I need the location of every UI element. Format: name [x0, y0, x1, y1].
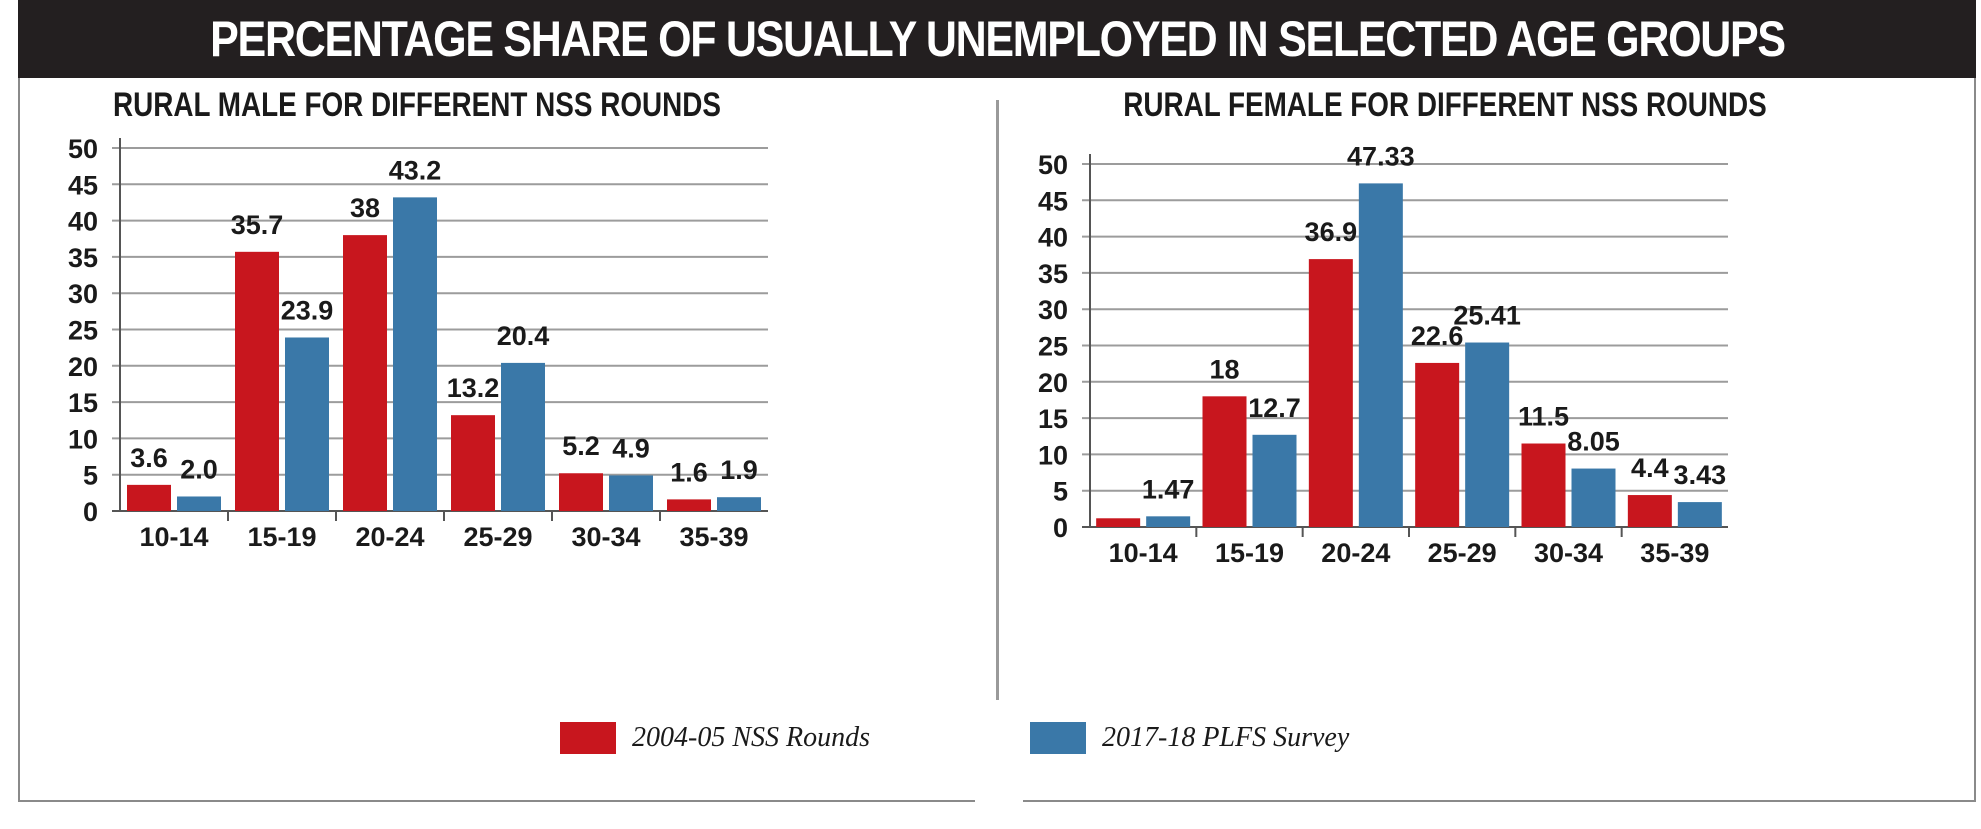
- bar-2017-15-19: [285, 337, 329, 511]
- y-tick-label: 50: [68, 134, 98, 164]
- data-label: 12.7: [1248, 393, 1301, 423]
- y-tick-label: 20: [1038, 368, 1068, 398]
- chart-title: RURAL MALE FOR DIFFERENT NSS ROUNDS: [113, 85, 721, 123]
- data-label: 11.5: [1518, 402, 1569, 432]
- y-tick-label: 30: [1038, 295, 1068, 325]
- bar-2004-30-34: [559, 473, 603, 511]
- data-label: 20.4: [497, 321, 550, 351]
- x-tick-label: 15-19: [247, 522, 316, 552]
- x-tick-label: 30-34: [571, 522, 640, 552]
- bar-2004-20-24: [343, 235, 387, 511]
- bar-2004-10-14: [1096, 518, 1141, 527]
- bar-2017-10-14: [177, 496, 221, 511]
- bar-2017-35-39: [1677, 502, 1722, 527]
- chart-rural-female: RURAL FEMALE FOR DIFFERENT NSS ROUNDS 0 5 1…: [1005, 78, 1970, 718]
- data-label: 25.41: [1453, 301, 1521, 331]
- bar-2017-20-24: [1358, 183, 1403, 527]
- bar-2004-15-19: [235, 251, 279, 511]
- y-tick-label: 35: [1038, 259, 1068, 289]
- data-label: 1.6: [670, 457, 708, 487]
- x-tick-label: 20-24: [1321, 538, 1390, 568]
- y-tick-label: 25: [68, 316, 98, 346]
- frame-notch: [975, 797, 1023, 807]
- chart-rural-male: RURAL MALE FOR DIFFERENT NSS ROUNDS 0 5 10 1…: [30, 78, 990, 718]
- chart-rural-male-svg: RURAL MALE FOR DIFFERENT NSS ROUNDS 0 5 10 1…: [68, 85, 768, 552]
- data-label: 3.43: [1674, 460, 1727, 490]
- x-tick-label: 30-34: [1534, 538, 1603, 568]
- bar-2017-10-14: [1146, 516, 1191, 527]
- legend-label-2004: 2004-05 NSS Rounds: [632, 722, 870, 753]
- x-tick-label: 15-19: [1215, 538, 1284, 568]
- y-tick-label: 15: [68, 388, 98, 418]
- x-tick-label: 10-14: [139, 522, 208, 552]
- data-label: 4.4: [1631, 453, 1669, 483]
- y-tick-label: 35: [68, 243, 98, 273]
- data-label: 4.9: [612, 433, 650, 463]
- data-label: 1.47: [1142, 474, 1195, 504]
- bar-2017-35-39: [717, 497, 761, 511]
- x-tick-label: 10-14: [1109, 538, 1178, 568]
- data-label: 22.6: [1411, 321, 1464, 351]
- y-tick-label: 45: [68, 170, 98, 200]
- data-label: 43.2: [389, 155, 442, 185]
- x-tick-label: 25-29: [463, 522, 532, 552]
- data-label: 1.9: [720, 455, 758, 485]
- bar-2004-35-39: [1627, 495, 1672, 527]
- bar-2017-15-19: [1252, 434, 1297, 527]
- data-label: 5.2: [562, 431, 600, 461]
- bar-2017-30-34: [1571, 468, 1616, 527]
- y-tick-label: 40: [68, 207, 98, 237]
- data-label: 47.33: [1347, 141, 1415, 171]
- data-label: 23.9: [281, 295, 334, 325]
- legend-label-2017: 2017-18 PLFS Survey: [1102, 722, 1350, 753]
- y-tick-label: 50: [1038, 150, 1068, 180]
- y-tick-label: 25: [1038, 332, 1068, 362]
- bar-2017-25-29: [501, 362, 545, 511]
- x-tick-label: 35-39: [1640, 538, 1709, 568]
- y-tick-label: 5: [1053, 477, 1068, 507]
- bar-2017-30-34: [609, 475, 653, 511]
- legend-swatch-2004: [560, 722, 616, 754]
- header-bar: PERCENTAGE SHARE OF USUALLY UNEMPLOYED I…: [18, 0, 1976, 78]
- page-title: PERCENTAGE SHARE OF USUALLY UNEMPLOYED I…: [209, 11, 1786, 67]
- bar-2004-10-14: [127, 484, 171, 511]
- x-tick-label: 25-29: [1428, 538, 1497, 568]
- data-label: 8.05: [1567, 427, 1620, 457]
- data-label: 3.6: [130, 443, 168, 473]
- bar-2004-20-24: [1308, 259, 1353, 527]
- bar-2004-25-29: [1415, 362, 1460, 527]
- y-tick-label: 0: [83, 497, 98, 527]
- y-tick-label: 10: [1038, 440, 1068, 470]
- data-label: 35.7: [231, 210, 284, 240]
- chart-title: RURAL FEMALE FOR DIFFERENT NSS ROUNDS: [1123, 85, 1767, 123]
- x-tick-label: 20-24: [355, 522, 424, 552]
- panel-divider: [996, 100, 999, 700]
- bar-2004-30-34: [1521, 443, 1566, 527]
- y-tick-label: 15: [1038, 404, 1068, 434]
- data-label: 2.0: [180, 454, 218, 484]
- bar-2004-25-29: [451, 415, 495, 511]
- chart-rural-female-svg: RURAL FEMALE FOR DIFFERENT NSS ROUNDS 0 5 1…: [1038, 85, 1767, 568]
- y-tick-label: 5: [83, 461, 98, 491]
- y-tick-label: 20: [68, 352, 98, 382]
- y-tick-label: 30: [68, 279, 98, 309]
- bar-2004-35-39: [667, 499, 711, 511]
- data-label: 36.9: [1305, 217, 1358, 247]
- y-tick-label: 0: [1053, 513, 1068, 543]
- y-tick-label: 40: [1038, 223, 1068, 253]
- legend-swatch-2017: [1030, 722, 1086, 754]
- bar-2017-25-29: [1465, 342, 1510, 527]
- legend-item-2004: 2004-05 NSS Rounds: [560, 722, 870, 754]
- bar-2017-20-24: [393, 197, 437, 512]
- data-label: 38: [350, 193, 380, 223]
- bar-2004-15-19: [1202, 396, 1247, 527]
- data-label: 18: [1209, 354, 1239, 384]
- legend-item-2017: 2017-18 PLFS Survey: [1030, 722, 1349, 754]
- y-tick-label: 10: [68, 424, 98, 454]
- y-tick-label: 45: [1038, 186, 1068, 216]
- x-tick-label: 35-39: [679, 522, 748, 552]
- data-label: 13.2: [447, 373, 500, 403]
